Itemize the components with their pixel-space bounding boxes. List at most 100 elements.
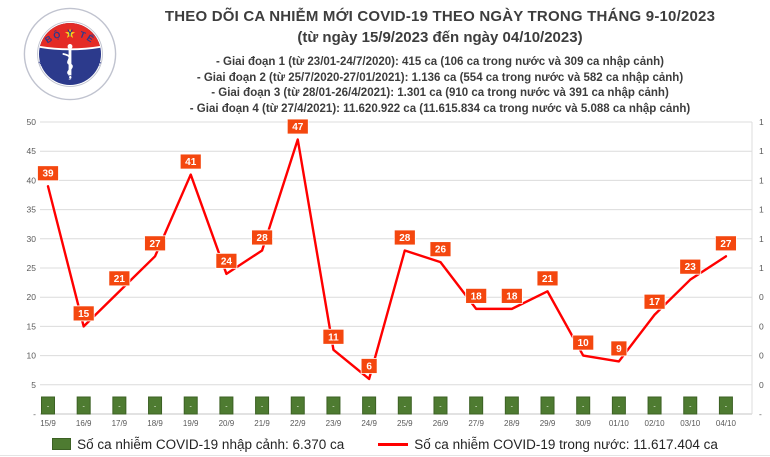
data-point-label: 26: [435, 245, 447, 256]
y-axis-right-tick: 0: [759, 321, 764, 331]
data-point-label: 41: [185, 157, 197, 168]
data-point-label: 27: [149, 239, 161, 250]
imported-cases-bar: [647, 396, 662, 415]
imported-cases-bar: [540, 396, 555, 415]
bar-value-label: -: [439, 404, 442, 411]
imported-cases-bar: [397, 396, 412, 415]
bar-value-label: -: [261, 404, 264, 411]
data-point-label: 21: [542, 274, 554, 285]
bar-value-label: -: [546, 404, 549, 411]
x-axis-date-label: 26/9: [433, 419, 449, 428]
imported-cases-bar: [504, 396, 519, 415]
data-point-label-box: [286, 118, 309, 135]
x-axis-date-label: 24/9: [361, 419, 377, 428]
y-axis-right-tick: 1: [759, 146, 764, 156]
y-axis-left-tick: 15: [27, 321, 37, 331]
data-point-label: 39: [42, 169, 54, 180]
imported-cases-bar: [611, 396, 626, 415]
y-axis-right-tick: 1: [759, 117, 764, 127]
x-axis-date-label: 30/9: [575, 419, 591, 428]
imported-cases-bar: [469, 396, 484, 415]
bar-value-label: -: [689, 404, 692, 411]
x-axis-date-label: 23/9: [326, 419, 342, 428]
bar-value-label: -: [332, 404, 335, 411]
data-point-label: 28: [399, 233, 411, 244]
x-axis-date-label: 15/9: [40, 419, 56, 428]
y-axis-left-tick: 25: [27, 263, 37, 273]
data-point-label-box: [572, 334, 595, 351]
y-axis-left-tick: 50: [27, 117, 37, 127]
data-point-label: 17: [649, 297, 661, 308]
data-point-label-box: [322, 328, 345, 345]
data-point-label-box: [108, 270, 131, 287]
y-axis-left-tick: 30: [27, 234, 37, 244]
x-axis-date-label: 22/9: [290, 419, 306, 428]
x-axis-date-label: 16/9: [76, 419, 92, 428]
imported-cases-bar: [576, 396, 591, 415]
logo-star-icon: ★: [64, 26, 76, 41]
y-axis-right-tick: 1: [759, 175, 764, 185]
x-axis-date-label: 21/9: [254, 419, 270, 428]
bar-value-label: -: [190, 404, 193, 411]
x-axis-date-label: 27/9: [468, 419, 484, 428]
y-axis-left-tick: 40: [27, 175, 37, 185]
data-point-label: 24: [221, 256, 233, 267]
bar-value-label: -: [511, 404, 514, 411]
bar-value-label: -: [154, 404, 157, 411]
legend-item-imported: Số ca nhiễm COVID-19 nhập cảnh: 6.370 ca: [52, 437, 344, 452]
x-axis-date-label: 03/10: [680, 419, 701, 428]
y-axis-right-tick: 0: [759, 351, 764, 361]
data-point-label-box: [215, 252, 238, 269]
data-point-label-box: [500, 287, 523, 304]
ministry-of-health-logo: ★ BỘ Y TẾ MINISTRY OF HEALTH: [23, 7, 117, 101]
page-subtitle: (từ ngày 15/9/2023 đến ngày 04/10/2023): [297, 29, 583, 46]
data-point-label-box: [679, 258, 702, 275]
x-axis-date-label: 17/9: [112, 419, 128, 428]
bar-value-label: -: [225, 404, 228, 411]
page-title: THEO DÕI CA NHIỄM MỚI COVID-19 THEO NGÀY…: [164, 8, 716, 25]
y-axis-right-tick: 1: [759, 263, 764, 273]
imported-cases-bar: [255, 396, 270, 415]
x-axis-date-label: 19/9: [183, 419, 199, 428]
x-axis-date-label: 25/9: [397, 419, 413, 428]
imported-cases-bar: [362, 396, 377, 415]
data-point-label: 28: [257, 233, 269, 244]
x-axis-date-label: 29/9: [540, 419, 556, 428]
y-axis-right-tick: 1: [759, 234, 764, 244]
phase-3-line: - Giai đoạn 3 (từ 28/01-26/4/2021): 1.30…: [211, 87, 669, 99]
bar-value-label: -: [582, 404, 585, 411]
data-point-label: 27: [720, 239, 732, 250]
y-axis-right-tick: 0: [759, 292, 764, 302]
bar-value-label: -: [725, 404, 728, 411]
legend-bar-label: Số ca nhiễm COVID-19 nhập cảnh: 6.370 ca: [77, 436, 345, 452]
data-point-label-box: [536, 270, 559, 287]
data-point-label: 18: [506, 291, 518, 302]
data-point-label: 47: [292, 122, 304, 133]
data-point-label-box: [179, 153, 202, 170]
imported-cases-bar: [219, 396, 234, 415]
legend-line-label: Số ca nhiễm COVID-19 trong nước: 11.617.…: [414, 436, 718, 452]
imported-cases-bar: [76, 396, 91, 415]
bar-value-label: -: [368, 404, 371, 411]
data-point-label-box: [144, 235, 166, 252]
data-point-label: 15: [78, 309, 90, 320]
x-axis-date-label: 18/9: [147, 419, 163, 428]
phase-2-line: - Giai đoạn 2 (từ 25/7/2020-27/01/2021):…: [196, 71, 684, 84]
logo-snake-icon: [62, 53, 73, 76]
legend-bar-swatch: [52, 438, 72, 450]
imported-cases-bar: [148, 396, 163, 415]
bar-value-label: -: [404, 404, 407, 411]
y-axis-left-tick: 10: [27, 351, 37, 361]
data-point-label: 11: [328, 332, 339, 343]
x-axis-date-label: 02/10: [645, 419, 666, 428]
data-point-label-box: [610, 340, 628, 357]
data-point-label-box: [72, 305, 95, 322]
legend-item-domestic: Số ca nhiễm COVID-19 trong nước: 11.617.…: [378, 437, 718, 452]
x-axis-date-label: 28/9: [504, 419, 520, 428]
imported-cases-bar: [41, 396, 55, 415]
bar-value-label: -: [47, 404, 50, 411]
data-point-label-box: [393, 229, 416, 246]
x-axis-date-label: 20/9: [219, 419, 235, 428]
